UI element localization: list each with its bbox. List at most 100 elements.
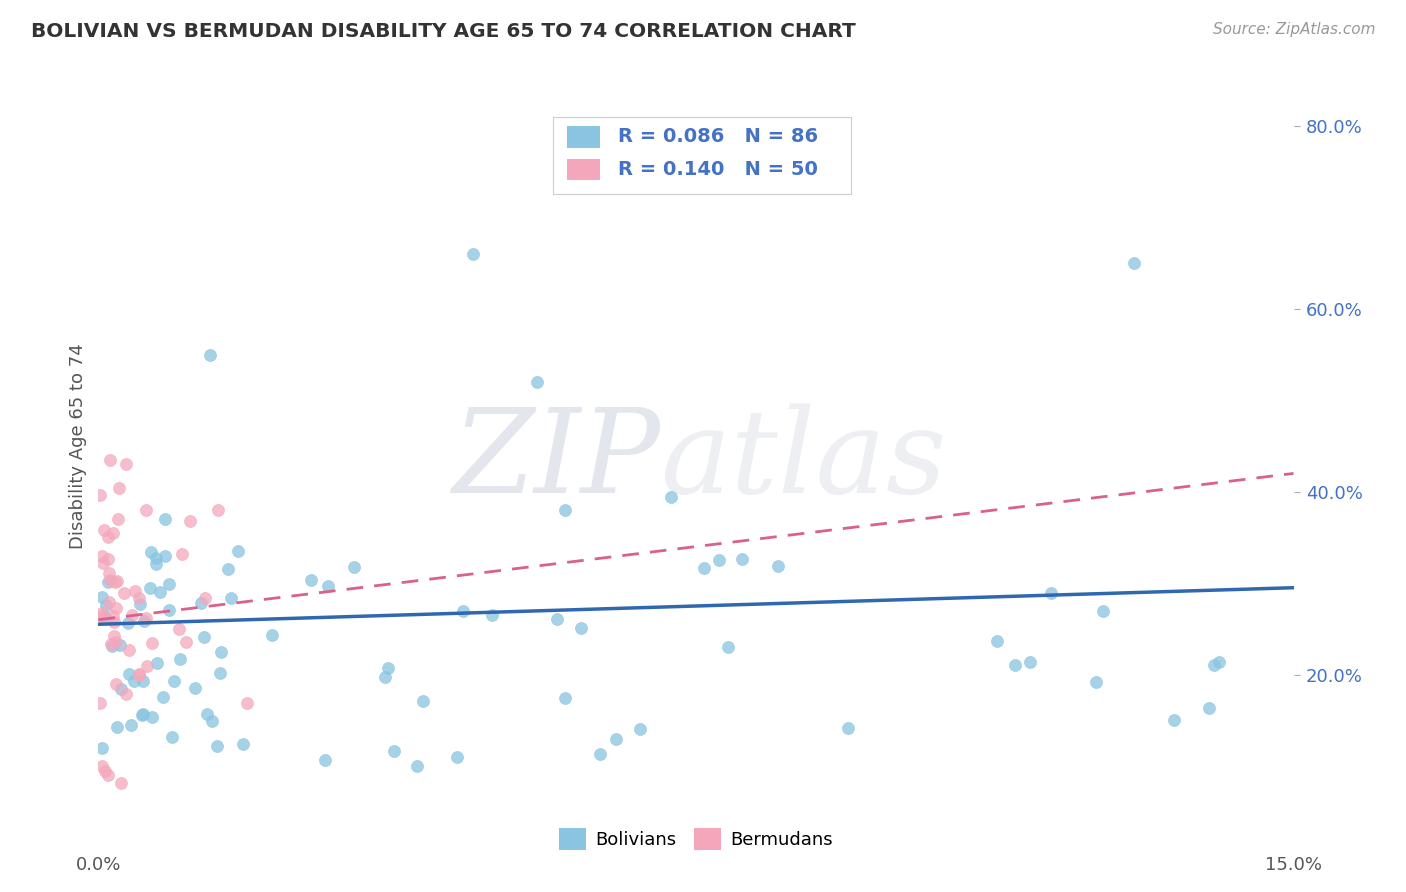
Point <box>217 562 239 576</box>
Point <box>208 666 231 681</box>
Point <box>91 759 114 773</box>
Point <box>112 586 135 600</box>
Point <box>194 591 217 606</box>
Legend: Bolivians, Bermudans: Bolivians, Bermudans <box>551 821 841 857</box>
Point <box>986 634 1008 648</box>
Point <box>145 557 167 571</box>
Point <box>97 530 120 544</box>
Point <box>139 544 162 558</box>
Point <box>174 635 197 649</box>
Point <box>97 575 120 590</box>
Point <box>124 584 146 599</box>
Point <box>98 573 121 587</box>
Text: R = 0.086   N = 86: R = 0.086 N = 86 <box>619 127 818 146</box>
Point <box>461 247 484 261</box>
Point <box>343 560 366 574</box>
Point <box>526 375 548 389</box>
Point <box>446 749 468 764</box>
Point <box>628 723 651 737</box>
Point <box>91 549 114 563</box>
Point <box>316 579 339 593</box>
Point <box>730 552 752 566</box>
Point <box>1039 586 1062 600</box>
Text: Source: ZipAtlas.com: Source: ZipAtlas.com <box>1212 22 1375 37</box>
Point <box>1123 256 1146 270</box>
Text: BOLIVIAN VS BERMUDAN DISABILITY AGE 65 TO 74 CORRELATION CHART: BOLIVIAN VS BERMUDAN DISABILITY AGE 65 T… <box>31 22 856 41</box>
Point <box>152 690 174 705</box>
Point <box>207 503 229 517</box>
Point <box>163 673 186 688</box>
Text: ZIP: ZIP <box>453 403 661 518</box>
Point <box>219 591 242 606</box>
Point <box>1198 701 1220 715</box>
Point <box>100 637 122 651</box>
Point <box>101 640 124 654</box>
Point <box>104 635 127 649</box>
Point <box>110 776 132 790</box>
Point <box>91 740 114 755</box>
Point <box>1004 658 1026 673</box>
Point <box>146 656 169 670</box>
Text: 15.0%: 15.0% <box>1265 855 1322 873</box>
Point <box>481 608 503 623</box>
Text: 0.0%: 0.0% <box>76 855 121 873</box>
Point <box>131 707 153 722</box>
Point <box>201 714 224 728</box>
Point <box>97 768 120 782</box>
Point <box>89 487 111 501</box>
Point <box>193 630 215 644</box>
Point <box>377 661 399 675</box>
Point <box>103 629 125 643</box>
Point <box>145 550 167 565</box>
Text: R = 0.140   N = 50: R = 0.140 N = 50 <box>619 160 818 179</box>
Point <box>128 666 150 681</box>
Point <box>134 615 156 629</box>
Bar <box>567 126 600 147</box>
Point <box>101 526 124 541</box>
Point <box>91 556 114 570</box>
Point <box>105 600 128 615</box>
Point <box>183 681 205 696</box>
Point <box>195 707 218 722</box>
Point <box>1163 714 1185 728</box>
Point <box>129 597 152 611</box>
Text: atlas: atlas <box>661 403 946 518</box>
Point <box>89 696 111 710</box>
Point <box>136 659 159 673</box>
Point <box>98 566 121 581</box>
Point <box>94 598 117 612</box>
Point <box>314 753 336 767</box>
Point <box>1091 604 1114 618</box>
Point <box>117 616 139 631</box>
Point <box>228 544 250 558</box>
Point <box>554 690 576 705</box>
Point <box>179 514 201 528</box>
Point <box>104 677 127 691</box>
Point <box>205 739 228 753</box>
Point <box>262 628 284 642</box>
Point <box>132 674 155 689</box>
Point <box>141 709 163 723</box>
Point <box>605 731 627 746</box>
Point <box>569 621 592 635</box>
Point <box>107 720 129 734</box>
Point <box>693 561 716 575</box>
Point <box>157 577 180 591</box>
Point <box>90 607 112 621</box>
Point <box>94 764 117 778</box>
Point <box>91 609 114 624</box>
Point <box>159 602 181 616</box>
Point <box>89 610 111 624</box>
Point <box>707 552 730 566</box>
Point <box>546 612 568 626</box>
Bar <box>567 159 600 180</box>
Point <box>107 512 129 526</box>
Point <box>103 615 125 629</box>
Point <box>120 717 142 731</box>
Point <box>659 490 682 504</box>
Point <box>97 595 120 609</box>
Point <box>172 547 194 561</box>
Point <box>1208 655 1230 669</box>
Point <box>135 611 157 625</box>
Point <box>169 652 191 666</box>
